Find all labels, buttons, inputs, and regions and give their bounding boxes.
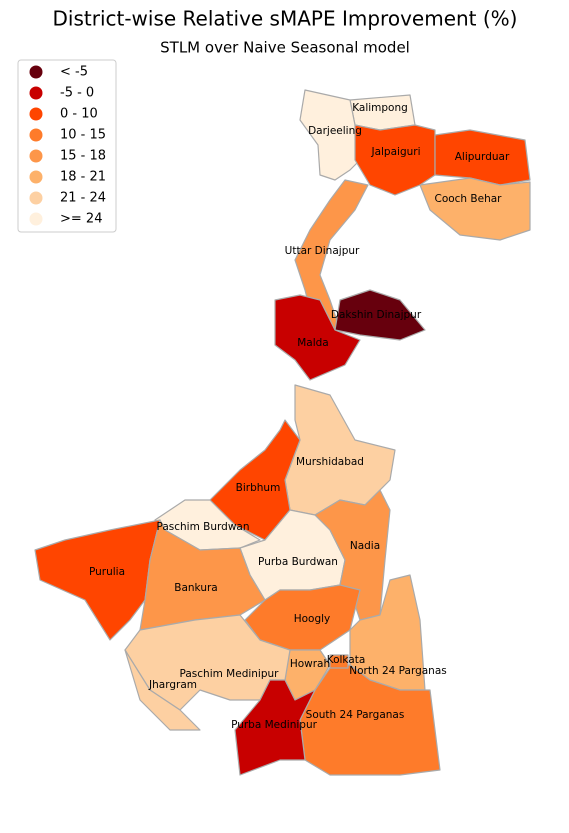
district-shape [419,177,531,241]
legend-label: < -5 [60,65,88,80]
legend-label: >= 24 [60,212,102,227]
legend: < -5 -5 - 0 0 - 10 10 - 15 15 - 18 18 - 21 21 … [29,65,106,227]
map-subtitle: STLM over Naive Seasonal model [160,39,410,57]
legend-marker [29,128,43,142]
district-label: Nadia [350,540,380,552]
legend-box [17,59,117,233]
district-label: Hoogly [294,613,331,625]
district-label: Kolkata [327,654,366,666]
district-label: Paschim Burdwan [156,521,249,533]
district-shape [354,124,436,196]
district-shape [139,519,266,631]
district-shape [334,289,426,341]
district-label: Bankura [174,582,217,594]
district-label: Murshidabad [296,456,364,468]
district-label: Dakshin Dinajpur [331,309,422,321]
district-shape [274,294,361,381]
district-label: Uttar Dinajpur [285,245,360,257]
legend-marker [29,149,43,163]
legend-label: 21 - 24 [60,191,106,206]
district-shape [124,649,201,731]
legend-marker [29,107,43,121]
district-shape [299,89,371,181]
district-label: Jalpaiguri [370,146,420,158]
district-shape [434,129,531,186]
legend-marker [29,212,43,226]
legend-label: 18 - 21 [60,170,106,185]
legend-marker [29,170,43,184]
district-label: Cooch Behar [434,193,502,205]
legend-marker [29,191,43,205]
district-label: South 24 Parganas [306,709,405,721]
district-label: Malda [297,337,329,349]
district-label: North 24 Parganas [349,665,447,677]
legend-label: 0 - 10 [60,107,98,122]
legend-label: -5 - 0 [60,86,94,101]
legend-label: 10 - 15 [60,128,106,143]
legend-marker [29,65,43,79]
district-label: Purba Burdwan [258,556,338,568]
district-label: Birbhum [236,482,281,494]
district-shape [299,664,441,776]
map-title: District-wise Relative sMAPE Improvement… [53,7,518,31]
district-label: Paschim Medinipur [180,668,280,680]
district-label: Alipurduar [455,151,510,163]
districts [34,89,531,776]
district-label: Purba Medinipur [231,719,318,731]
district-label: Kalimpong [352,102,408,114]
district-label: Purulia [89,566,125,578]
district-label: Darjeeling [308,125,362,137]
district-shape [234,679,316,776]
legend-label: 15 - 18 [60,149,106,164]
district-labels: Kalimpong Darjeeling Jalpaiguri Alipurdu… [89,102,510,731]
district-label: Howrah [290,658,330,670]
legend-marker [29,86,43,100]
district-shape [329,654,349,669]
district-label: Jhargram [148,679,197,691]
